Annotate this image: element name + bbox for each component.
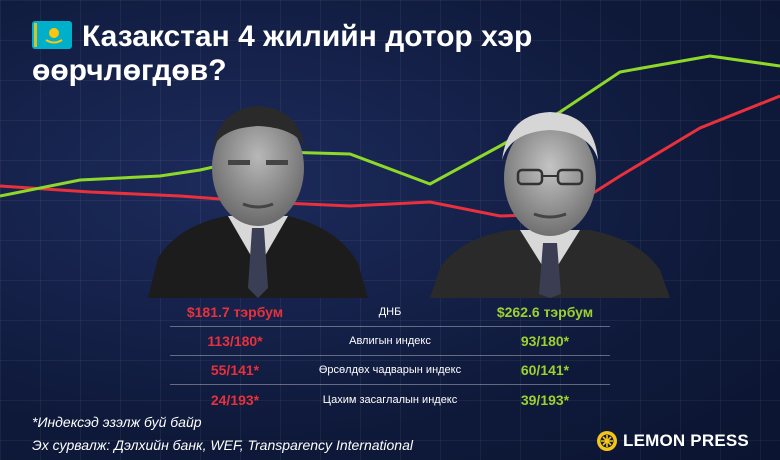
- kazakhstan-flag-icon: [32, 21, 72, 49]
- table-row: $181.7 тэрбум ДНБ $262.6 тэрбум: [170, 298, 610, 327]
- right-portrait: [430, 112, 670, 298]
- footnote: *Индексэд эзэлж буй байр: [32, 414, 202, 430]
- green-trend-line: [0, 54, 780, 198]
- left-value: 24/193*: [210, 391, 260, 408]
- right-value: 93/180*: [520, 333, 570, 349]
- left-value: $181.7 тэрбум: [186, 304, 284, 320]
- left-value: 113/180*: [207, 333, 263, 349]
- comparison-table: $181.7 тэрбум ДНБ $262.6 тэрбум 113/180*…: [170, 298, 610, 414]
- red-trend-line: [0, 94, 780, 218]
- row-label: ДНБ: [378, 306, 402, 318]
- right-value: 60/141*: [520, 362, 570, 378]
- left-value: 55/141*: [210, 362, 260, 378]
- title-line-1: Казакстан 4 жилийн дотор хэр: [82, 20, 533, 53]
- row-label: Өрсөлдөх чадварын индекс: [318, 364, 462, 376]
- brand-name: LEMON PRESS: [623, 431, 749, 450]
- table-row: 113/180* Авлигын индекс 93/180*: [170, 327, 610, 356]
- row-label: Цахим засаглалын индекс: [322, 393, 458, 406]
- title-line-2: өөрчлөгдөв?: [32, 54, 227, 87]
- brand-logo: LEMON PRESS: [596, 430, 749, 452]
- page-title: Казакстан 4 жилийн дотор хэр өөрчлөгдөв?: [32, 20, 672, 88]
- table-row: 24/193* Цахим засаглалын индекс 39/193*: [170, 385, 610, 414]
- table-row: 55/141* Өрсөлдөх чадварын индекс 60/141*: [170, 356, 610, 385]
- source-note: Эх сурвалж: Дэлхийн банк, WEF, Transpare…: [32, 437, 413, 453]
- row-label: Авлигын индекс: [349, 335, 431, 347]
- lemon-icon: [597, 431, 617, 451]
- left-portrait: [148, 106, 368, 298]
- right-value: 39/193*: [520, 391, 570, 408]
- right-value: $262.6 тэрбум: [496, 304, 594, 320]
